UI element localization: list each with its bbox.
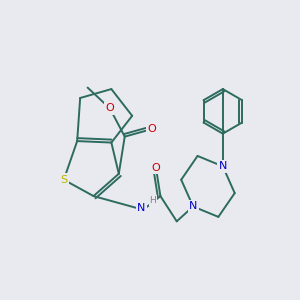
Text: N: N [137,203,145,213]
Text: S: S [60,175,68,185]
Text: H: H [150,196,156,205]
Text: O: O [106,103,114,113]
Text: N: N [189,202,197,212]
Text: N: N [219,161,227,171]
Text: O: O [147,124,156,134]
Text: O: O [152,163,160,173]
